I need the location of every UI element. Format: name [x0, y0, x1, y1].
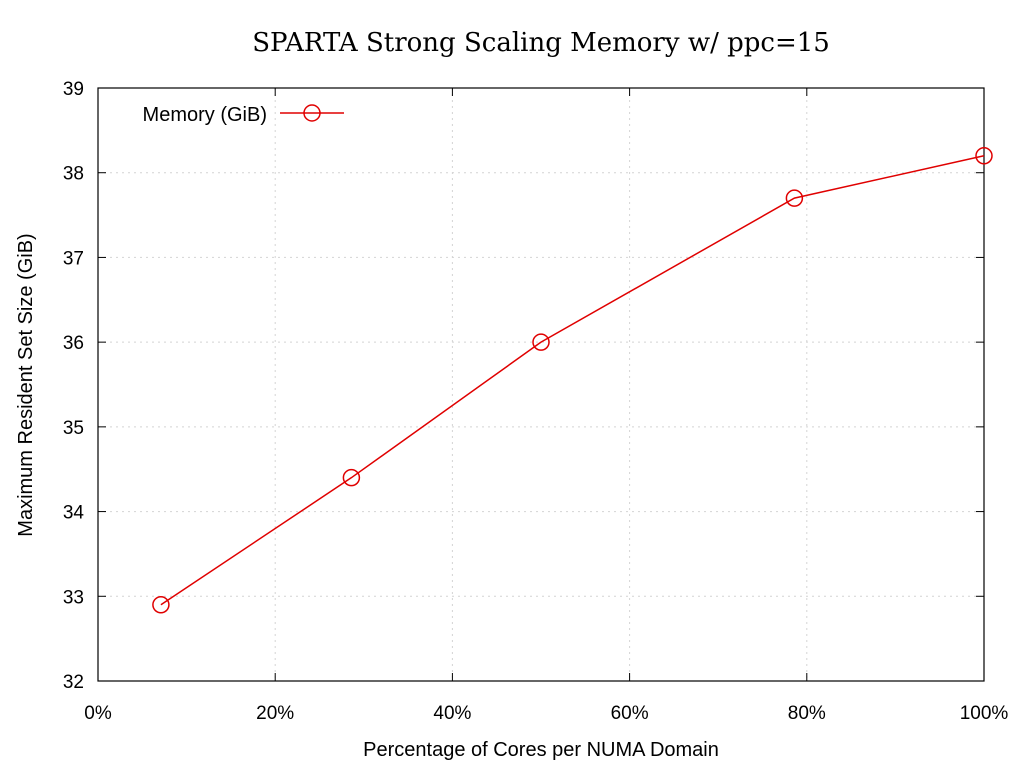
series-memory — [152, 147, 993, 614]
series-line — [160, 155, 985, 606]
x-axis-label: Percentage of Cores per NUMA Domain — [363, 739, 719, 761]
y-axis-label: Maximum Resident Set Size (GiB) — [15, 233, 37, 536]
data-point — [152, 596, 170, 614]
y-tick-label: 38 — [63, 164, 84, 185]
data-point — [342, 468, 361, 487]
legend-label: Memory (GiB) — [143, 104, 267, 126]
x-tick-label: 0% — [84, 703, 112, 724]
y-tick-label: 36 — [63, 333, 84, 354]
x-tick-label: 20% — [256, 703, 294, 724]
grid-lines — [98, 88, 984, 681]
chart-title: SPARTA Strong Scaling Memory w/ ppc=15 — [252, 28, 830, 58]
legend: Memory (GiB) — [143, 104, 344, 126]
data-point — [785, 189, 804, 207]
x-tick-label: 60% — [611, 703, 649, 724]
y-tick-label: 32 — [63, 672, 84, 693]
data-point — [532, 333, 550, 351]
y-tick-label: 33 — [63, 587, 84, 608]
y-tick-label: 39 — [63, 79, 84, 100]
plot-frame — [97, 87, 985, 682]
axis-ticks: 0% 20% 40% 60% 80% 100% 32 33 34 35 36 37 38 39 — [63, 79, 1009, 724]
y-tick-label: 34 — [63, 503, 85, 524]
x-tick-label: 80% — [788, 703, 826, 724]
x-tick-label: 100% — [960, 703, 1009, 724]
y-tick-label: 35 — [63, 418, 84, 439]
legend-marker — [303, 104, 321, 122]
y-tick-label: 37 — [63, 248, 84, 269]
data-point — [975, 147, 993, 165]
x-tick-label: 40% — [433, 703, 471, 724]
